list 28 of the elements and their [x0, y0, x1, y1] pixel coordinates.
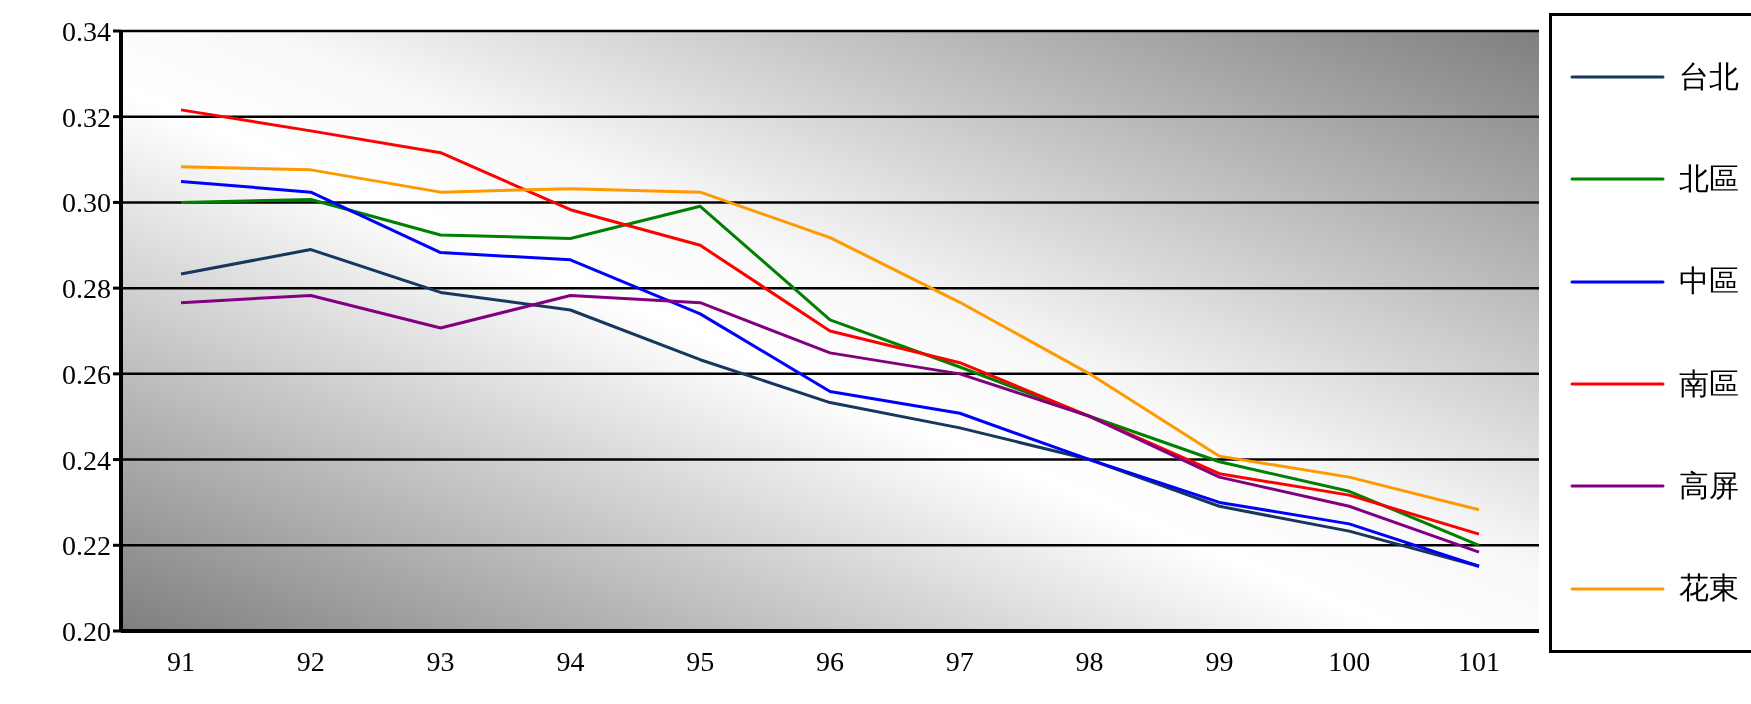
line-series — [179, 108, 1481, 536]
x-tick-label: 99 — [1205, 645, 1234, 677]
x-tick-label: 101 — [1458, 645, 1500, 677]
line-series — [179, 293, 1481, 554]
x-tick-label: 93 — [426, 645, 455, 677]
y-tick-label: 0.34 — [62, 15, 111, 47]
legend-label: 台北 — [1679, 58, 1739, 95]
x-tick-label: 95 — [686, 645, 715, 677]
y-tick-label: 0.22 — [62, 530, 111, 562]
x-tick-label: 100 — [1328, 645, 1371, 677]
legend-label: 中區 — [1679, 263, 1739, 300]
legend-label: 南區 — [1679, 365, 1739, 402]
y-tick-label: 0.32 — [62, 101, 111, 133]
x-tick-label: 97 — [945, 645, 974, 677]
y-tick-label: 0.26 — [62, 358, 111, 390]
x-tick-label: 96 — [816, 645, 844, 677]
x-tick-label: 94 — [556, 645, 585, 677]
y-tick-label: 0.20 — [62, 615, 111, 647]
x-tick-label: 98 — [1075, 645, 1104, 677]
legend-label: 高屏 — [1679, 467, 1739, 504]
y-tick-label: 0.24 — [62, 444, 111, 476]
y-tick-label: 0.28 — [62, 273, 111, 305]
x-tick-label: 92 — [296, 645, 325, 677]
line-series — [179, 165, 1481, 512]
legend-label: 北區 — [1679, 161, 1739, 197]
y-tick-label: 0.30 — [62, 187, 111, 219]
x-tick-label: 91 — [167, 645, 195, 677]
legend-label: 花東 — [1679, 570, 1739, 607]
